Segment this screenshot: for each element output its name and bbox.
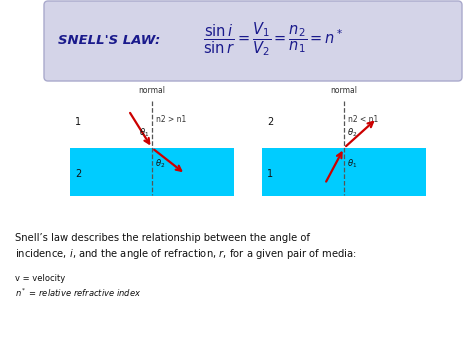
Text: n2 < n1: n2 < n1 — [348, 115, 378, 124]
Text: 2: 2 — [75, 169, 81, 179]
Bar — [70, 148, 234, 196]
Text: incidence, $\it{i}$, and the angle of refraction, $\it{r}$, for a given pair of : incidence, $\it{i}$, and the angle of re… — [15, 247, 357, 261]
Text: normal: normal — [138, 86, 165, 95]
Text: $\dfrac{\sin i}{\sin r} = \dfrac{V_1}{V_2} = \dfrac{n_2}{n_1} = n^*$: $\dfrac{\sin i}{\sin r} = \dfrac{V_1}{V_… — [203, 20, 344, 58]
Text: Snell’s law describes the relationship between the angle of: Snell’s law describes the relationship b… — [15, 233, 310, 243]
FancyBboxPatch shape — [44, 1, 462, 81]
Text: normal: normal — [330, 86, 357, 95]
Text: $\theta_2$: $\theta_2$ — [347, 126, 357, 139]
Text: $n^*$ = $\it{relative\ refractive\ index}$: $n^*$ = $\it{relative\ refractive\ index… — [15, 286, 141, 299]
Text: SNELL'S LAW:: SNELL'S LAW: — [58, 34, 160, 48]
Text: v = velocity: v = velocity — [15, 274, 65, 283]
Text: n2 > n1: n2 > n1 — [156, 115, 186, 124]
Bar — [262, 148, 426, 196]
Text: $\theta_2$: $\theta_2$ — [155, 157, 165, 169]
Text: $\theta_1$: $\theta_1$ — [139, 126, 149, 139]
Text: $\theta_1$: $\theta_1$ — [347, 157, 357, 169]
Text: 1: 1 — [75, 116, 81, 127]
Text: 1: 1 — [267, 169, 273, 179]
Text: 2: 2 — [267, 116, 273, 127]
